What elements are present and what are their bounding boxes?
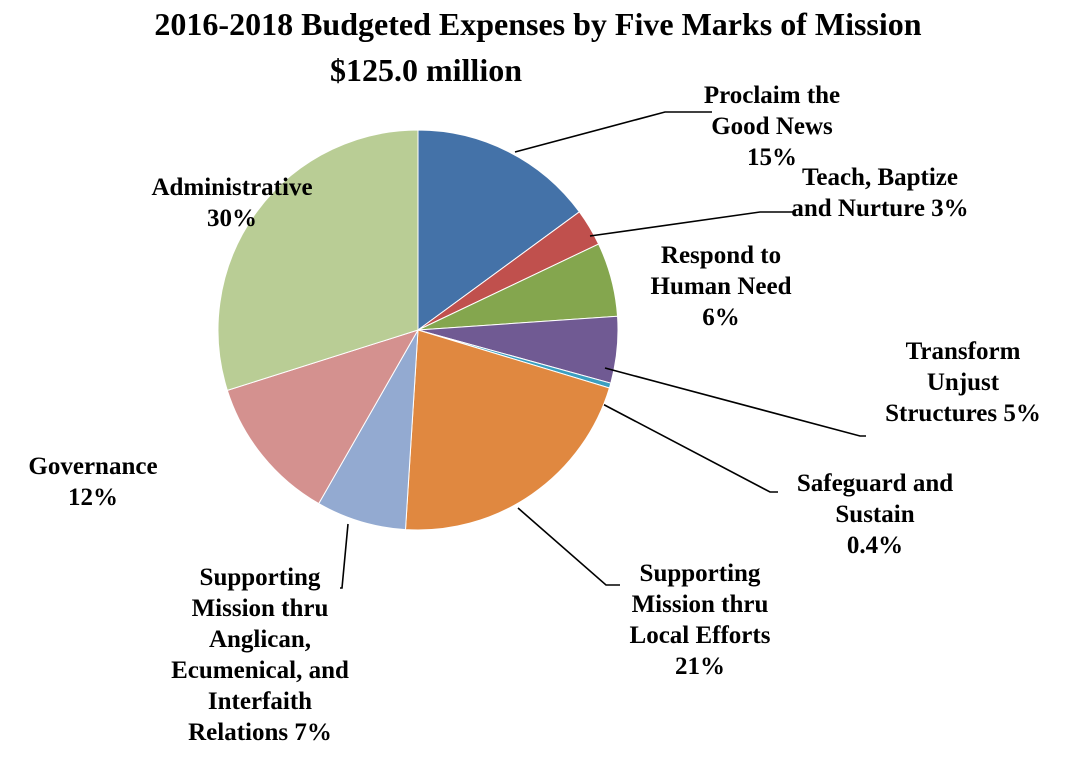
slice-percent: 15% (747, 144, 797, 171)
slice-label-line: and Nurture 3% (791, 195, 969, 222)
slice-label-line: Structures 5% (885, 400, 1041, 427)
slice-label-line: Safeguard and (796, 470, 954, 497)
pie-slice-6 (404, 329, 611, 531)
slice-label-line: Relations 7% (188, 719, 332, 746)
slice-label-line: Unjust (926, 369, 1000, 396)
leader-line-1 (514, 111, 712, 153)
slice-percent: 30% (207, 205, 257, 232)
slice-label-line: Administrative (151, 174, 313, 201)
slice-label-3: Respond to Human Need 6% (636, 240, 806, 333)
chart-title: 2016-2018 Budgeted Expenses by Five Mark… (154, 6, 922, 42)
leader-line-6 (517, 507, 620, 586)
leader-line-2 (589, 211, 796, 237)
slice-label-line: Ecumenical, and (171, 657, 349, 684)
slice-label-line: Interfaith (207, 688, 313, 715)
slice-label-line: Local Efforts (629, 622, 771, 649)
slice-percent: 21% (675, 653, 725, 680)
slice-percent: 0.4% (846, 532, 904, 559)
chart-subtitle: $125.0 million (329, 52, 522, 88)
slice-percent: 12% (68, 484, 118, 511)
pie-slice-9 (217, 129, 419, 391)
slice-label-line: Supporting (639, 560, 761, 587)
leader-line-5 (594, 399, 778, 493)
slice-label-1: Proclaim the Good News 15% (662, 80, 882, 173)
slice-label-line: Respond to (660, 242, 782, 269)
slice-label-line: Sustain (835, 501, 915, 528)
slice-percent: 3% (931, 195, 969, 222)
slice-label-line: Anglican, (208, 626, 312, 653)
slice-label-line: Teach, Baptize (801, 164, 959, 191)
slice-label-4: Transform Unjust Structures 5% (858, 336, 1068, 429)
slice-label-2: Teach, Baptize and Nurture 3% (760, 162, 1000, 224)
slice-label-line: Supporting (199, 564, 321, 591)
slice-label-line: Mission thru (631, 591, 769, 618)
slice-label-line: Mission thru (191, 595, 329, 622)
leader-line-4 (604, 367, 866, 437)
slice-percent: 7% (294, 719, 332, 746)
slice-label-line: Proclaim the (703, 82, 841, 109)
pie-slice-8 (226, 329, 420, 505)
slice-label-5: Safeguard and Sustain 0.4% (770, 468, 980, 561)
slice-label-line: Good News (711, 113, 833, 140)
pie-slice-1 (417, 129, 581, 331)
slice-label-8: Governance 12% (8, 451, 178, 513)
slice-label-line: Transform (905, 338, 1021, 365)
leader-line-7 (340, 523, 349, 589)
slice-label-6: Supporting Mission thru Local Efforts 21% (600, 558, 800, 682)
slice-percent: 6% (702, 304, 740, 331)
slice-label-line: Human Need (650, 273, 792, 300)
slice-label-9: Administrative 30% (112, 172, 352, 234)
slice-label-7: Supporting Mission thru Anglican, Ecumenica… (150, 562, 370, 748)
slice-percent: 5% (1003, 400, 1041, 427)
slice-label-line: Governance (28, 453, 158, 480)
